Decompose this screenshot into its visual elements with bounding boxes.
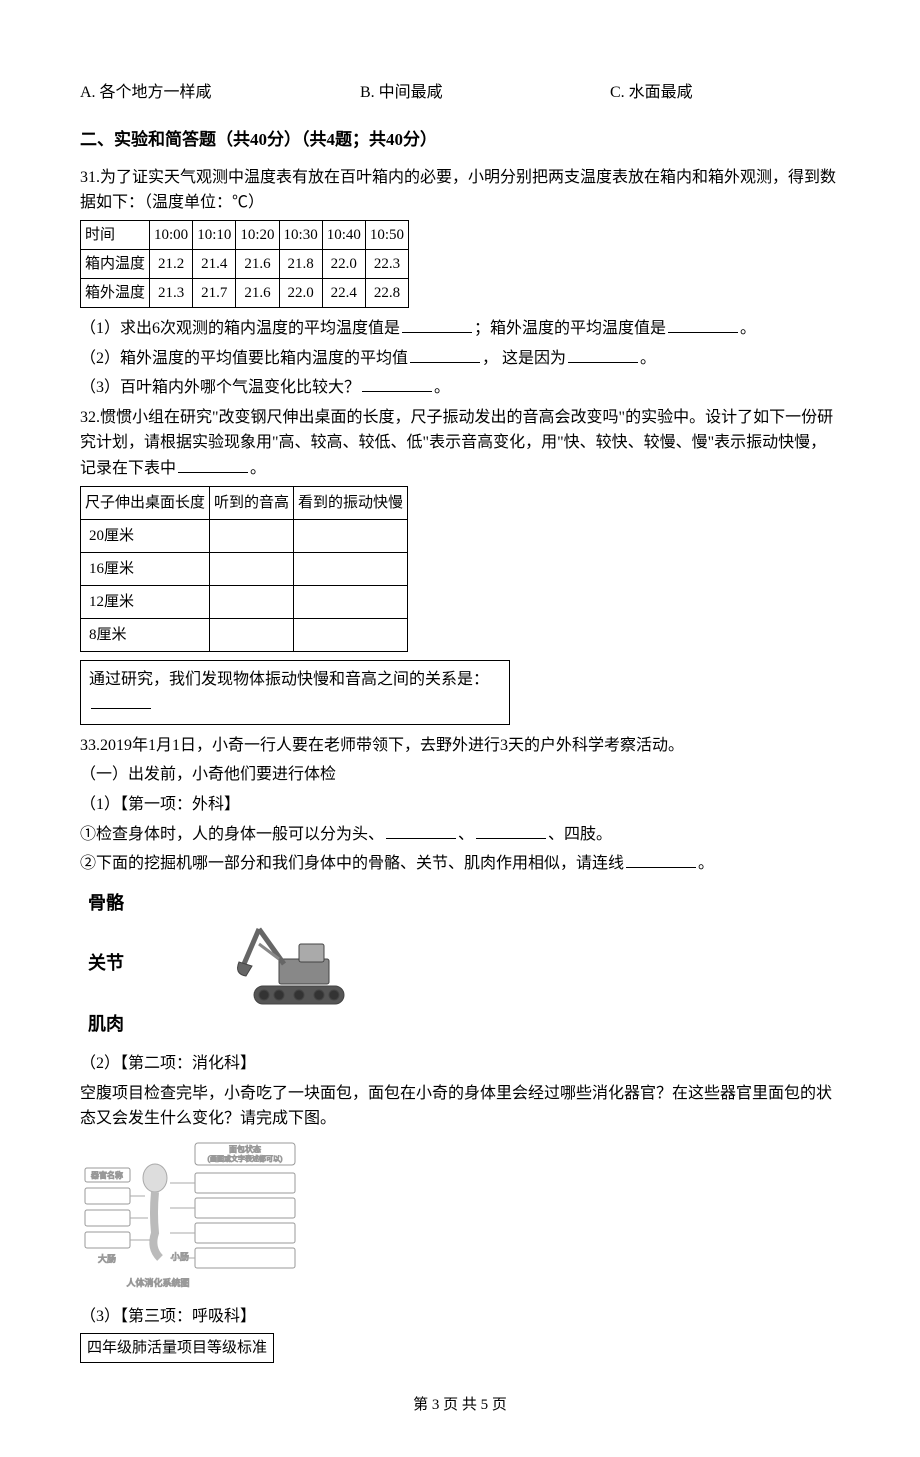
q31-r1-5: 22.0 — [322, 249, 365, 278]
q31-r2-5: 22.4 — [322, 278, 365, 307]
svg-text:(画图或文字表述都可以): (画图或文字表述都可以) — [208, 1154, 283, 1163]
page-footer: 第 3 页 共 5 页 — [80, 1393, 840, 1417]
q33-sub1-1: ①检查身体时，人的身体一般可以分为头、 、 、四肢。 — [80, 822, 840, 848]
option-b: B. 中间最咸 — [360, 80, 610, 106]
q32-r3: 8厘米 — [81, 618, 210, 651]
excavator-icon — [224, 904, 364, 1024]
cell — [210, 552, 294, 585]
q33-sub2-text: 空腹项目检查完毕，小奇吃了一块面包，面包在小奇的身体里会经过哪些消化器官？在这些… — [80, 1081, 840, 1132]
cell — [294, 585, 408, 618]
q31-sub1c: 。 — [740, 320, 756, 337]
q32-conclusion-box: 通过研究，我们发现物体振动快慢和音高之间的关系是： — [80, 660, 510, 725]
q32-r1: 16厘米 — [81, 552, 210, 585]
q31-table: 时间 10:00 10:10 10:20 10:30 10:40 10:50 箱… — [80, 220, 409, 308]
q31-r1-4: 21.8 — [279, 249, 322, 278]
q31-sub3: （3）百叶箱内外哪个气温变化比较大？ 。 — [80, 375, 840, 401]
digestive-diagram: 面包状态 (画图或文字表述都可以) 器官名称 大肠 小肠 人体消化系统图 — [80, 1138, 320, 1298]
q31-r1-2: 21.4 — [193, 249, 236, 278]
cell — [294, 519, 408, 552]
q31-intro: 31.为了证实天气观测中温度表有放在百叶箱内的必要，小明分别把两支温度表放在箱内… — [80, 165, 840, 216]
q31-sub2: （2）箱外温度的平均值要比箱内温度的平均值 ， 这是因为 。 — [80, 346, 840, 372]
blank — [402, 317, 472, 333]
blank — [476, 823, 546, 839]
svg-text:大肠: 大肠 — [98, 1253, 116, 1264]
q33-sub1-title: （1）【第一项：外科】 — [80, 792, 840, 818]
q32-th1: 尺子伸出桌面长度 — [81, 486, 210, 519]
q31-sub2b: ， 这是因为 — [482, 350, 566, 367]
label-muscle: 肌肉 — [88, 1010, 124, 1039]
blank — [386, 823, 456, 839]
q33-sub1-1a: ①检查身体时，人的身体一般可以分为头、 — [80, 826, 384, 843]
q31-th-2: 10:10 — [193, 220, 236, 249]
cell — [210, 618, 294, 651]
q31-sub3a: （3）百叶箱内外哪个气温变化比较大？ — [80, 379, 360, 396]
svg-text:小肠: 小肠 — [171, 1252, 189, 1262]
q31-th-5: 10:40 — [322, 220, 365, 249]
q31-sub1: （1）求出6次观测的箱内温度的平均温度值是 ；箱外温度的平均温度值是 。 — [80, 316, 840, 342]
q30-options: A. 各个地方一样咸 B. 中间最咸 C. 水面最咸 — [80, 80, 840, 106]
blank — [362, 376, 432, 392]
q31-r1-3: 21.6 — [236, 249, 279, 278]
section-2-title: 二、实验和简答题（共40分）（共4题；共40分） — [80, 126, 840, 153]
q32-intro-b: 。 — [250, 460, 266, 477]
label-bone: 骨骼 — [88, 889, 124, 918]
q32-th3: 看到的振动快慢 — [294, 486, 408, 519]
q31-r2-4: 22.0 — [279, 278, 322, 307]
q31-r2-label: 箱外温度 — [81, 278, 150, 307]
q31-r1-1: 21.2 — [150, 249, 193, 278]
label-joint: 关节 — [88, 949, 124, 978]
blank — [568, 347, 638, 363]
blank — [668, 317, 738, 333]
q31-sub2a: （2）箱外温度的平均值要比箱内温度的平均值 — [80, 350, 408, 367]
q33-sub2-title: （2）【第二项：消化科】 — [80, 1051, 840, 1077]
blank — [91, 693, 151, 709]
q31-th-3: 10:20 — [236, 220, 279, 249]
q32-table: 尺子伸出桌面长度 听到的音高 看到的振动快慢 20厘米 16厘米 12厘米 8厘… — [80, 486, 408, 652]
cell — [210, 585, 294, 618]
q32-th2: 听到的音高 — [210, 486, 294, 519]
q31-th-4: 10:30 — [279, 220, 322, 249]
q33-sub1-1c: 、四肢。 — [548, 826, 612, 843]
blank — [178, 457, 248, 473]
q33-sub3-box: 四年级肺活量项目等级标准 — [80, 1333, 274, 1363]
q33-sub1-1b: 、 — [458, 826, 474, 843]
diagram-top-label: 面包状态 — [229, 1144, 261, 1154]
q32-boxed-text: 通过研究，我们发现物体振动快慢和音高之间的关系是： — [89, 671, 489, 688]
q33-sub1-2b: 。 — [698, 855, 714, 872]
q32-r0: 20厘米 — [81, 519, 210, 552]
q33-matching-area: 骨骼 关节 肌肉 — [80, 889, 840, 1039]
cell — [294, 618, 408, 651]
blank — [410, 347, 480, 363]
q31-r2-3: 21.6 — [236, 278, 279, 307]
cell — [294, 552, 408, 585]
q31-th-1: 10:00 — [150, 220, 193, 249]
option-c: C. 水面最咸 — [610, 80, 840, 106]
q31-r1-6: 22.3 — [365, 249, 408, 278]
q31-r2-2: 21.7 — [193, 278, 236, 307]
q31-th-6: 10:50 — [365, 220, 408, 249]
q33-intro: 33.2019年1月1日，小奇一行人要在老师带领下，去野外进行3天的户外科学考察… — [80, 733, 840, 759]
svg-text:人体消化系统图: 人体消化系统图 — [126, 1277, 189, 1288]
q31-r2-6: 22.8 — [365, 278, 408, 307]
q33-part1-title: （一）出发前，小奇他们要进行体检 — [80, 762, 840, 788]
q31-sub3b: 。 — [434, 379, 450, 396]
q31-sub2c: 。 — [640, 350, 656, 367]
q31-sub1a: （1）求出6次观测的箱内温度的平均温度值是 — [80, 320, 400, 337]
diagram-left-label: 器官名称 — [91, 1170, 123, 1180]
blank — [626, 852, 696, 868]
q31-sub1b: ；箱外温度的平均温度值是 — [474, 320, 666, 337]
q32-intro: 32.惯惯小组在研究"改变钢尺伸出桌面的长度，尺子振动发出的音高会改变吗"的实验… — [80, 405, 840, 482]
q31-r1-label: 箱内温度 — [81, 249, 150, 278]
cell — [210, 519, 294, 552]
q31-th-time: 时间 — [81, 220, 150, 249]
q33-sub3-title: （3）【第三项：呼吸科】 — [80, 1304, 840, 1330]
q33-sub1-2a: ②下面的挖掘机哪一部分和我们身体中的骨骼、关节、肌肉作用相似，请连线 — [80, 855, 624, 872]
q33-label-column: 骨骼 关节 肌肉 — [80, 889, 124, 1039]
q32-r2: 12厘米 — [81, 585, 210, 618]
q33-sub1-2: ②下面的挖掘机哪一部分和我们身体中的骨骼、关节、肌肉作用相似，请连线 。 — [80, 851, 840, 877]
option-a: A. 各个地方一样咸 — [80, 80, 360, 106]
q31-r2-1: 21.3 — [150, 278, 193, 307]
